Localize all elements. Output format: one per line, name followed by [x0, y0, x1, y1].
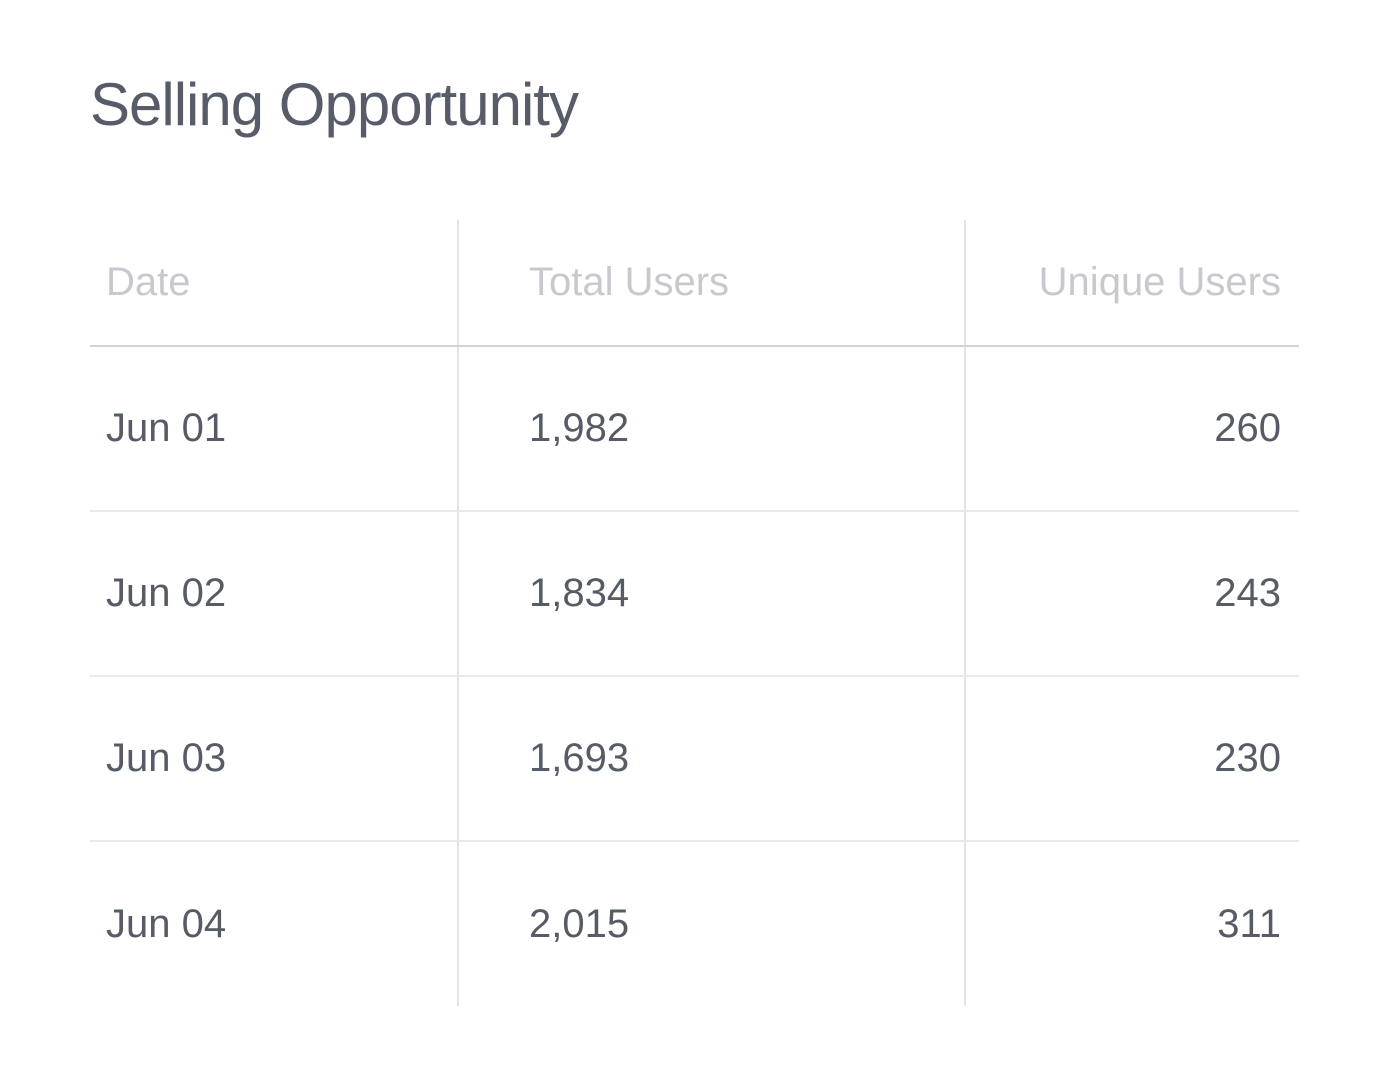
table-row: Jun 04 2,015 311	[90, 841, 1299, 1006]
table-row: Jun 01 1,982 260	[90, 346, 1299, 512]
row-total-users-cell: 2,015	[457, 841, 965, 1006]
table-header-row: Date Total Users Unique Users	[90, 220, 1299, 347]
page-title: Selling Opportunity	[90, 71, 579, 138]
row-date-cell: Jun 02	[90, 511, 458, 677]
row-date-cell: Jun 04	[106, 901, 227, 946]
row-unique-users-cell: 243	[964, 511, 1299, 677]
row-date-cell: Jun 01	[90, 346, 458, 512]
widget-container: Selling Opportunity Date Total Users Uni…	[90, 71, 1299, 1006]
row-unique-users-cell: 230	[964, 676, 1299, 842]
column-header-total-users: Total Users	[457, 220, 965, 347]
row-total-users-cell: 1,693	[457, 676, 965, 842]
column-header-unique-users: Unique Users	[964, 220, 1299, 347]
selling-opportunity-table: Date Total Users Unique Users Jun 01 1,98…	[90, 220, 1299, 1006]
table-row: Jun 03 1,693 230	[90, 676, 1299, 842]
table-header: Date Total Users Unique Users	[90, 220, 1299, 347]
row-total-users-cell: 1,982	[457, 346, 965, 512]
column-header-date: Date	[90, 220, 458, 347]
row-date-cell: Jun 03	[90, 676, 458, 842]
table-row: Jun 02 1,834 243	[90, 511, 1299, 677]
row-unique-users-cell: 260	[964, 346, 1299, 512]
table-body: Jun 01 1,982 260 Jun 02 1,834 243 Jun 03 1,693 2…	[90, 346, 1299, 1006]
row-unique-users-cell: 311	[964, 841, 1299, 1006]
row-total-users-cell: 1,834	[457, 511, 965, 677]
